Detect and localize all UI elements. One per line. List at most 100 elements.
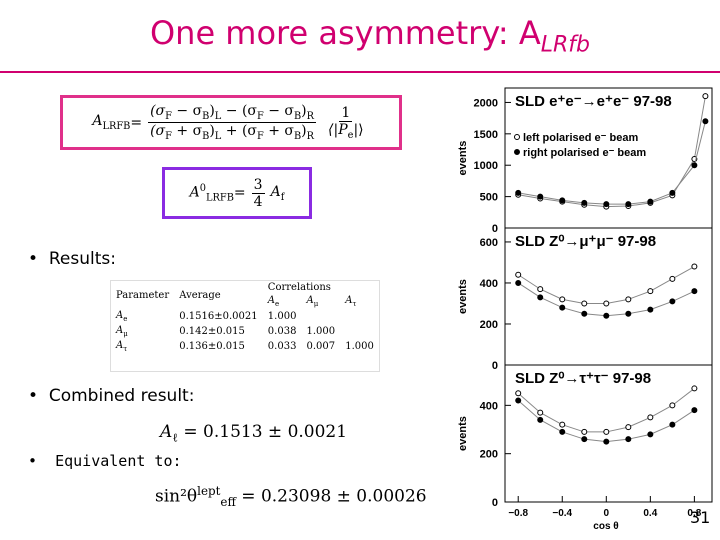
- y-tick-label: 0: [492, 360, 498, 372]
- data-point: [669, 421, 676, 428]
- title-sub: LRfb: [540, 32, 591, 58]
- data-point: [625, 310, 632, 317]
- header-cell: Ae: [263, 294, 302, 309]
- formula-lhs: A0LRFB: [190, 183, 234, 203]
- x-axis-label: cos θ: [593, 521, 618, 532]
- equivalent-result: sin²θlepteff = 0.23098 ± 0.00026: [155, 484, 427, 509]
- table-row: Aμ 0.142±0.015 0.038 1.000: [111, 324, 379, 339]
- header-cell: Parameter: [116, 289, 170, 301]
- formula-den-part: B: [202, 130, 210, 142]
- rhs: = 0.23098 ± 0.00026: [235, 486, 427, 507]
- y-tick-label: 500: [480, 192, 498, 204]
- y-tick-label: 2000: [474, 97, 498, 109]
- data-point: [691, 263, 698, 270]
- panel-frame: [504, 364, 713, 503]
- title-rule: [0, 71, 720, 73]
- combined-part-part: A: [160, 422, 173, 442]
- formula-den-part: R: [306, 130, 315, 142]
- data-point: [691, 407, 698, 414]
- legend-label: right polarised e⁻ beam: [523, 147, 646, 159]
- data-point: [647, 431, 654, 438]
- data-point: [515, 279, 522, 286]
- data-point: [603, 428, 610, 435]
- param-part: A: [116, 325, 124, 336]
- table: Parameter Average Correlations Ae Aμ Aτ Ae 0.15…: [111, 281, 379, 354]
- table-header: Parameter Average Correlations: [111, 281, 379, 301]
- data-point: [581, 428, 588, 435]
- param: Ae: [268, 295, 280, 308]
- x-tick-label: −0.4: [552, 508, 572, 519]
- data-point: [581, 199, 588, 206]
- formula-num-part: F: [256, 111, 264, 122]
- fit-line: [517, 400, 695, 443]
- bullet: • Combined result:: [28, 386, 195, 406]
- legend-marker: [514, 149, 520, 155]
- data-point: [537, 409, 544, 416]
- y-tick-label: 200: [480, 449, 498, 461]
- results-table: Parameter Average Correlations Ae Aμ Aτ Ae 0.15…: [110, 280, 380, 372]
- formula-num-part: ): [209, 103, 215, 120]
- formula-lhs-part: A: [92, 113, 103, 130]
- param-part: μ: [313, 300, 319, 308]
- data-point: [691, 288, 698, 295]
- formula-den-part: (σ: [150, 123, 166, 139]
- data-point: [515, 189, 522, 196]
- formula-num-part: − (σ: [221, 103, 257, 120]
- average-cell: 0.136±0.015: [179, 341, 245, 352]
- legend-marker: [514, 134, 520, 140]
- average-cell: 0.1516±0.0021: [179, 311, 258, 322]
- data-point: [702, 93, 709, 100]
- param-part: A: [116, 310, 124, 321]
- formula-den: 4: [253, 193, 263, 210]
- formula-box-afb: ALRFB = (σF − σB)L − (σF − σB)R (σF + σB)L …: [60, 95, 402, 150]
- data-point: [647, 414, 654, 421]
- x-tick-label: 0.8: [687, 508, 701, 519]
- data-point: [515, 397, 522, 404]
- formula-den-part: + (σ: [221, 123, 257, 139]
- header-cell: Aτ: [340, 294, 379, 309]
- data-point: [515, 390, 522, 397]
- param-part: e: [123, 315, 128, 323]
- fit-line: [517, 266, 695, 304]
- formula-den: (σF + σB)L + (σF + σB)R: [150, 123, 314, 142]
- y-tick-label: 1500: [474, 129, 498, 141]
- data-point: [669, 298, 676, 305]
- data-point: [647, 288, 654, 295]
- param-part: e: [275, 300, 280, 308]
- formula-num-part: − σ: [171, 103, 203, 120]
- formula-den: ⟨|Pe|⟩: [328, 122, 364, 141]
- y-tick-label: 0: [492, 497, 498, 509]
- data-point: [559, 296, 566, 303]
- data-point: [559, 304, 566, 311]
- formula-den-part: F: [165, 130, 172, 142]
- sub: eff: [220, 495, 236, 510]
- data-point: [559, 197, 566, 204]
- sub: LRFB: [206, 192, 234, 204]
- formula-den-part: ⟨|P: [328, 121, 348, 138]
- param-part: μ: [123, 330, 128, 338]
- formula-num-part: B: [202, 111, 210, 122]
- formula-eq: =: [233, 185, 246, 201]
- param-cell: Aμ: [111, 324, 174, 339]
- sup: 0: [199, 182, 207, 194]
- data-point: [669, 402, 676, 409]
- fit-line: [518, 121, 706, 205]
- data-point: [559, 421, 566, 428]
- bullet: • Results:: [28, 249, 116, 269]
- y-tick-label: 200: [480, 319, 498, 331]
- formula-num-part: ): [301, 103, 307, 120]
- formula-lhs: ALRFB: [92, 113, 130, 132]
- formula-den-part: |⟩: [353, 121, 364, 138]
- formula-rhs-part: A: [270, 183, 281, 200]
- corr-cell: 0.033: [267, 341, 297, 352]
- table-subheader: Ae Aμ Aτ: [111, 294, 379, 309]
- data-point: [603, 300, 610, 307]
- formula-num-part: (σ: [150, 103, 166, 120]
- formula-num: 3: [251, 176, 265, 194]
- formula-num-part: B: [293, 111, 302, 122]
- x-tick-label: 0: [604, 508, 610, 519]
- header-cell: Correlations: [267, 282, 331, 293]
- y-tick-label: 400: [480, 278, 498, 290]
